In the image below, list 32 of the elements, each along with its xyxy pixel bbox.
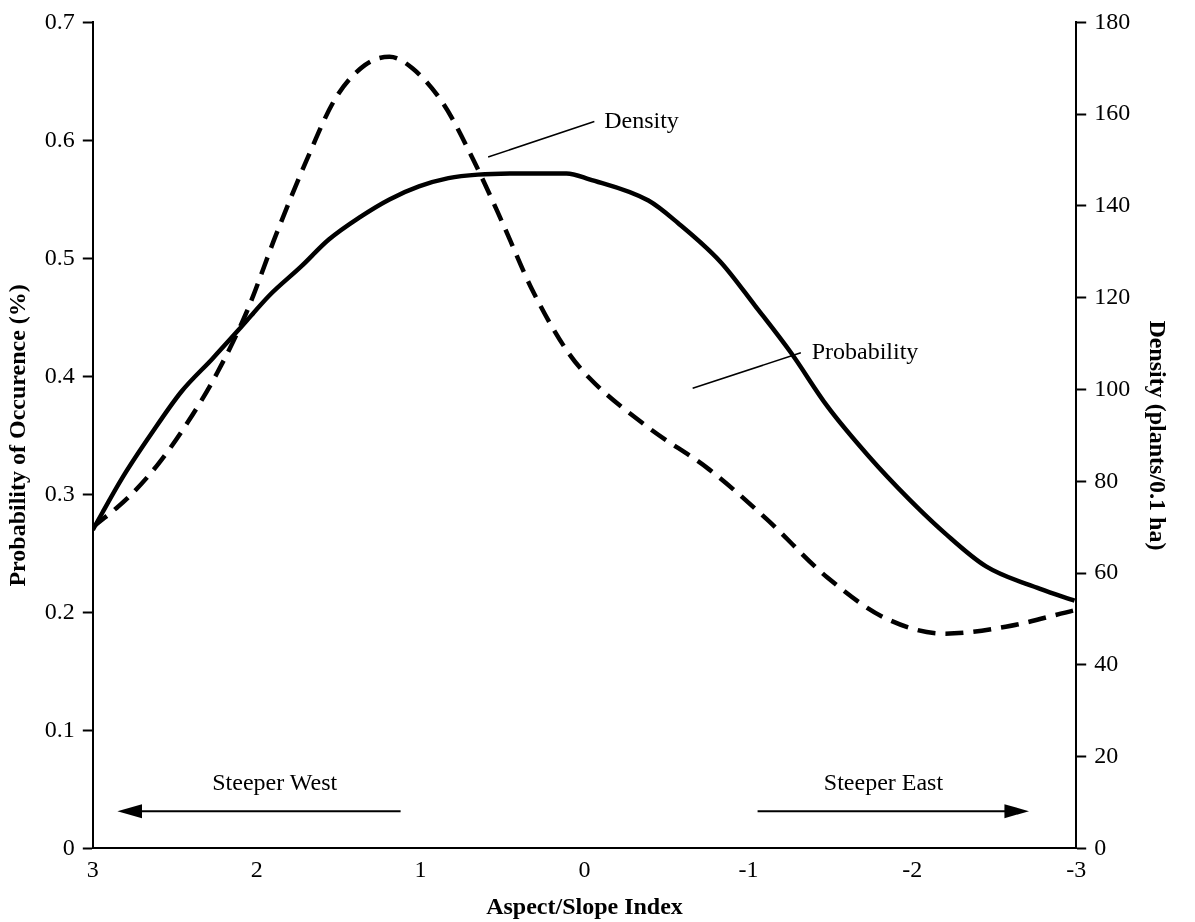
annotation: Steeper East	[823, 769, 944, 796]
x-tick-label: 0	[578, 856, 591, 883]
y2-tick-label: 20	[1094, 741, 1119, 768]
x-tick-label: 3	[86, 856, 99, 883]
x-tick-label: -3	[1066, 856, 1087, 883]
y-tick-label: 0.4	[44, 361, 75, 388]
y-tick-label: 0.1	[44, 715, 75, 742]
y2-tick-label: 120	[1094, 283, 1131, 310]
x-tick-label: 2	[250, 856, 263, 883]
y-axis-title: Probability of Occurence (%)	[3, 284, 30, 587]
y2-tick-label: 40	[1094, 650, 1119, 677]
y2-tick-label: 180	[1094, 7, 1131, 34]
y-tick-label: 0.2	[44, 597, 75, 624]
y2-tick-label: 60	[1094, 558, 1119, 585]
y-tick-label: 0.5	[44, 243, 75, 270]
y-tick-label: 0	[62, 833, 75, 860]
y-tick-label: 0.3	[44, 479, 75, 506]
y2-tick-label: 160	[1094, 99, 1131, 126]
x-tick-label: -2	[902, 856, 923, 883]
x-tick-label: -1	[738, 856, 759, 883]
x-axis-title: Aspect/Slope Index	[486, 892, 683, 919]
annotation: Probability	[811, 338, 919, 365]
x-tick-label: 1	[414, 856, 427, 883]
y2-tick-label: 140	[1094, 191, 1131, 218]
y-tick-label: 0.7	[44, 7, 75, 34]
annotation: Steeper West	[212, 769, 338, 796]
y2-tick-label: 80	[1094, 466, 1119, 493]
y2-tick-label: 100	[1094, 374, 1131, 401]
y-tick-label: 0.6	[44, 125, 75, 152]
y2-tick-label: 0	[1094, 833, 1107, 860]
annotation: Density	[604, 106, 679, 133]
y2-axis-title: Density (plants/0.1 ha)	[1145, 320, 1172, 551]
